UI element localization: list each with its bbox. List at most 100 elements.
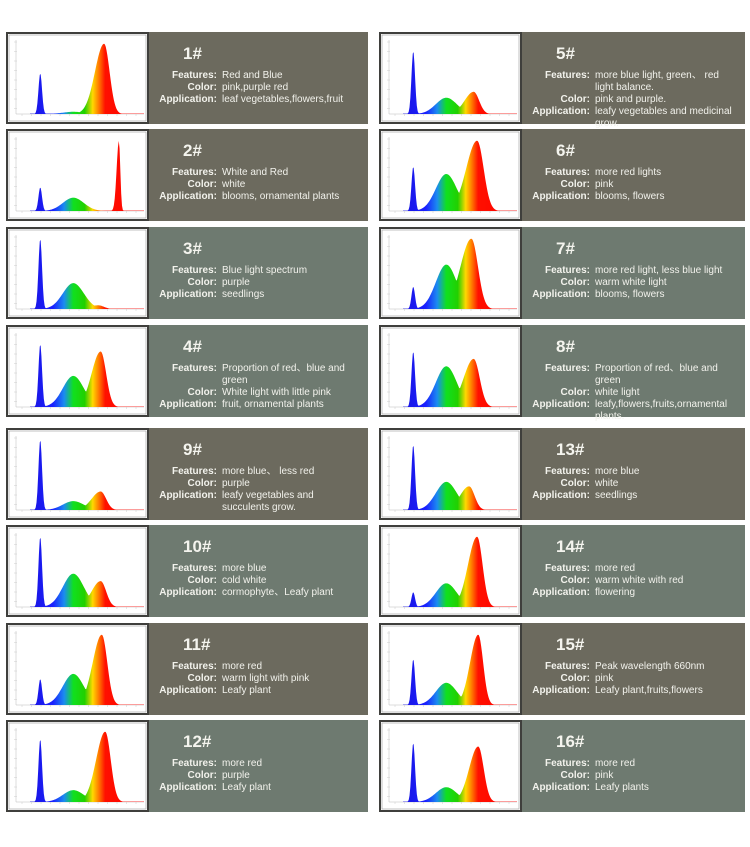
- color-label: Color:: [187, 673, 217, 684]
- application-value: seedlings: [222, 289, 265, 300]
- spectrum-chart: [6, 428, 149, 520]
- spectrum-curve: [30, 140, 144, 211]
- spectrum-card: 12# Features: more red Color: purple Applicat…: [6, 720, 368, 812]
- features-label: Features:: [544, 563, 590, 574]
- spectrum-number: 8#: [556, 337, 575, 356]
- color-label: Color:: [187, 770, 217, 781]
- features-row: Features: Peak wavelength 660nm: [528, 661, 739, 673]
- spectrum-chart: [379, 525, 522, 617]
- spectrum-card: 9# Features: more blue、 less red Color: purp…: [6, 428, 368, 520]
- application-row: Application: leafy vegetables and medicin…: [528, 106, 739, 130]
- spectrum-card: 3# Features: Blue light spectrum Color: purp…: [6, 227, 368, 319]
- features-label: Features:: [544, 265, 590, 276]
- spectrum-card: 15# Features: Peak wavelength 660nm Color: p…: [379, 623, 745, 715]
- features-row: Features: more blue: [528, 466, 739, 478]
- application-row: Application: blooms, flowers: [528, 191, 739, 203]
- features-label: Features:: [544, 167, 590, 178]
- color-label: Color:: [560, 94, 590, 105]
- spectrum-number: 6#: [556, 141, 575, 160]
- spectrum-curve: [403, 238, 517, 309]
- application-value: seedlings: [595, 490, 638, 501]
- spectrum-info: 4# Features: Proportion of red、blue and gr…: [149, 325, 368, 417]
- spectrum-curve: [403, 52, 517, 114]
- spectrum-graph: [8, 722, 147, 810]
- color-label: Color:: [560, 277, 590, 288]
- spectrum-number: 3#: [183, 239, 202, 258]
- spectrum-curve: [30, 239, 144, 309]
- features-row: Features: more blue、 less red: [155, 466, 362, 478]
- features-value: Proportion of red、blue and green: [595, 363, 718, 386]
- spectrum-info: 1# Features: Red and Blue Color: pink,purple…: [149, 32, 368, 124]
- features-label: Features:: [171, 563, 217, 574]
- application-value: Leafy plant: [222, 782, 271, 793]
- features-value: more blue: [222, 563, 267, 574]
- features-value: more blue: [595, 466, 640, 477]
- spectrum-chart: [6, 325, 149, 417]
- application-row: Application: leafy vegetables and succule…: [155, 490, 362, 514]
- spectrum-graph: [381, 430, 520, 518]
- features-value: Proportion of red、blue and green: [222, 363, 345, 386]
- spectrum-card: 16# Features: more red Color: pink Applicatio…: [379, 720, 745, 812]
- application-row: Application: blooms, flowers: [528, 289, 739, 301]
- color-label: Color:: [187, 575, 217, 586]
- features-label: Features:: [544, 363, 590, 374]
- spectrum-number: 14#: [556, 537, 585, 556]
- color-value: warm white with red: [595, 575, 684, 586]
- color-value: purple: [222, 770, 250, 781]
- application-value: leaf vegetables,flowers,fruit: [222, 94, 344, 105]
- color-label: Color:: [187, 82, 217, 93]
- color-value: white: [595, 478, 619, 489]
- spectrum-curve: [30, 440, 144, 510]
- spectrum-card: 10# Features: more blue Color: cold white App…: [6, 525, 368, 617]
- color-value: pink,purple red: [222, 82, 289, 93]
- spectrum-chart: [379, 623, 522, 715]
- features-value: more blue、 less red: [222, 466, 315, 477]
- color-value: White light with little pink: [222, 387, 331, 398]
- features-value: more blue light, green、 red light balanc…: [595, 70, 719, 93]
- spectrum-info: 11# Features: more red Color: warm light wit…: [149, 623, 368, 715]
- application-value: leafy vegetables and succulents grow.: [222, 490, 314, 513]
- application-label: Application:: [532, 191, 590, 202]
- spectrum-curve: [30, 537, 144, 607]
- features-value: more red light, less blue light: [595, 265, 723, 276]
- spectrum-graph: [381, 34, 520, 122]
- spectrum-chart: [379, 720, 522, 812]
- application-label: Application:: [532, 685, 590, 696]
- spectrum-number: 16#: [556, 732, 585, 751]
- features-value: Blue light spectrum: [222, 265, 308, 276]
- spectrum-curve: [30, 634, 144, 705]
- features-row: Features: more red: [155, 661, 362, 673]
- features-label: Features:: [171, 363, 217, 374]
- application-value: cormophyte、Leafy plant: [222, 587, 334, 598]
- application-value: blooms, flowers: [595, 191, 665, 202]
- application-label: Application:: [159, 587, 217, 598]
- spectrum-number: 11#: [183, 635, 211, 654]
- spectrum-info: 5# Features: more blue light, green、 red l…: [522, 32, 745, 129]
- color-label: Color:: [187, 478, 217, 489]
- spectrum-info: 7# Features: more red light, less blue lig…: [522, 227, 745, 319]
- spectrum-card: 6# Features: more red lights Color: pink Appl…: [379, 129, 745, 221]
- spectrum-graph: [381, 722, 520, 810]
- color-row: Color: White light with little pink: [155, 387, 362, 399]
- application-label: Application:: [532, 587, 590, 598]
- spectrum-chart: [6, 129, 149, 221]
- spectrum-card: 11# Features: more red Color: warm light wit…: [6, 623, 368, 715]
- spectrum-graph: [381, 131, 520, 219]
- spectrum-number: 12#: [183, 732, 212, 751]
- spectrum-curve: [403, 634, 517, 705]
- application-value: fruit, ornamental plants: [222, 399, 324, 410]
- color-row: Color: pink,purple red: [155, 82, 362, 94]
- application-row: Application: leafy,flowers,fruits,ornamen…: [528, 399, 739, 423]
- spectrum-info: 12# Features: more red Color: purple Applicat…: [149, 720, 368, 812]
- color-row: Color: white: [528, 478, 739, 490]
- application-row: Application: fruit, ornamental plants: [155, 399, 362, 411]
- color-value: pink and purple.: [595, 94, 667, 105]
- features-label: Features:: [544, 70, 590, 81]
- features-row: Features: more red: [528, 758, 739, 770]
- color-label: Color:: [560, 575, 590, 586]
- spectrum-number: 1#: [183, 44, 202, 63]
- application-label: Application:: [159, 490, 217, 501]
- application-label: Application:: [532, 106, 590, 117]
- features-value: more red: [222, 758, 263, 769]
- spectrum-number: 7#: [556, 239, 575, 258]
